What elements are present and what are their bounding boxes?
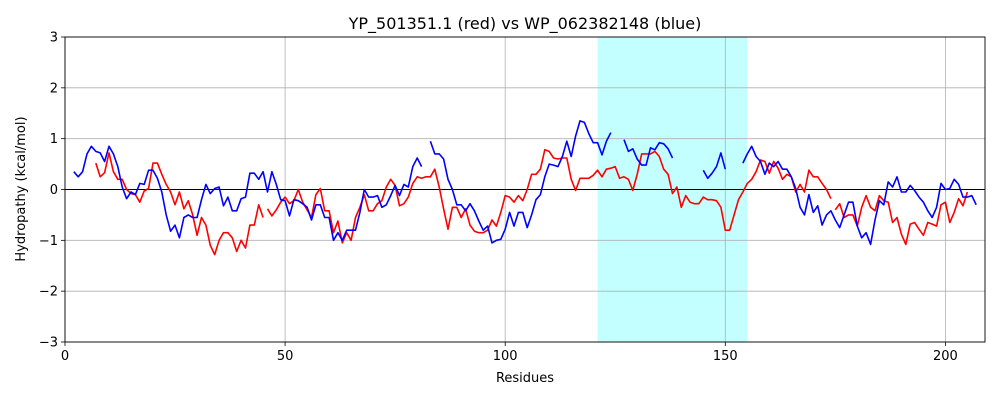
series-segment	[702, 152, 727, 180]
series-line-blue	[73, 120, 977, 246]
x-axis-label: Residues	[496, 371, 554, 386]
y-axis-label: Hydropathy (kcal/mol)	[14, 116, 29, 261]
x-tick-label: 150	[713, 349, 738, 364]
y-tick-label: −3	[39, 336, 58, 351]
y-tick-label: −2	[39, 285, 58, 300]
y-tick-label: 3	[50, 31, 58, 46]
y-tick-label: 1	[50, 132, 58, 147]
x-tick-label: 200	[933, 349, 958, 364]
series-segment	[742, 145, 977, 246]
series-segment	[95, 152, 264, 256]
x-axis-ticks: 0 50 100 150 200	[61, 342, 958, 364]
series-segment	[73, 145, 423, 242]
y-tick-label: 2	[50, 81, 58, 96]
chart-title: YP_501351.1 (red) vs WP_062382148 (blue)	[348, 14, 702, 34]
y-tick-label: −1	[39, 234, 58, 249]
x-tick-label: 50	[277, 349, 294, 364]
series-segment	[429, 120, 612, 244]
series-layer	[73, 120, 977, 256]
series-segment	[623, 139, 674, 166]
x-tick-label: 0	[61, 349, 69, 364]
y-tick-label: 0	[50, 183, 58, 198]
x-tick-label: 100	[493, 349, 518, 364]
y-axis-ticks: −3 −2 −1 0 1 2 3	[39, 31, 65, 351]
